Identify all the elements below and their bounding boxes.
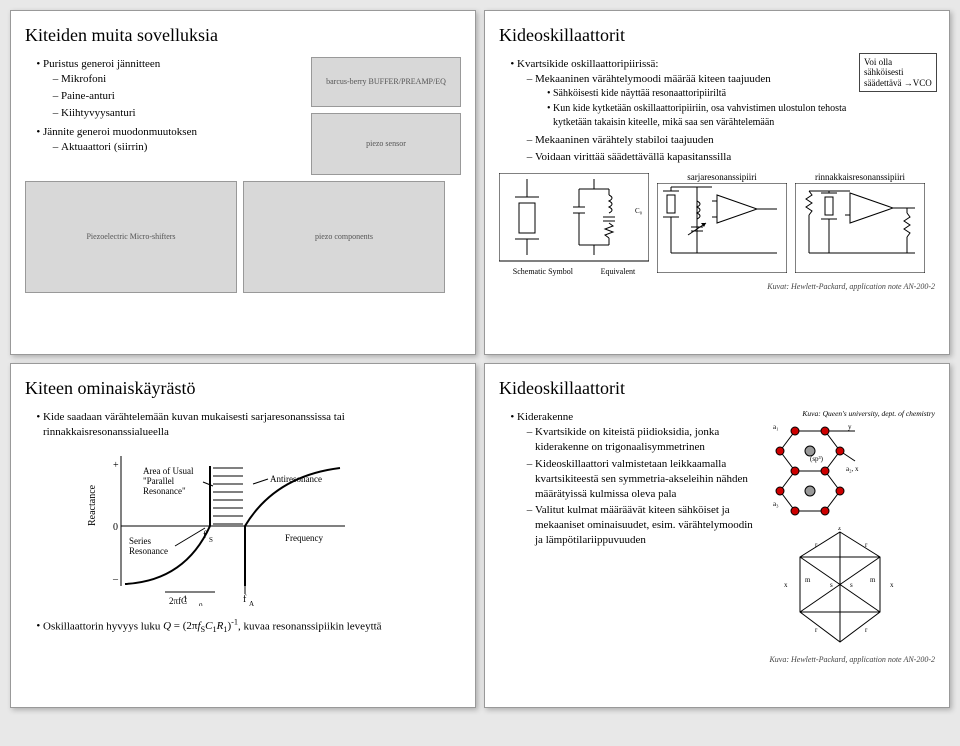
slide-3: Kiteen ominaiskäyrästö Kide saadaan värä…: [10, 363, 476, 708]
slide1-title: Kiteiden muita sovelluksia: [25, 23, 461, 47]
svg-text:r: r: [865, 541, 868, 549]
svg-text:f: f: [243, 594, 247, 605]
s4-b1b: Kideoskillaattori valmistetaan leikkaama…: [535, 457, 760, 502]
svg-text:–: –: [112, 574, 119, 585]
s2-schematic-svg: C₀: [499, 173, 649, 263]
svg-text:Frequency: Frequency: [285, 533, 323, 543]
slide-4: Kideoskillaattorit Kiderakenne Kvartsiki…: [484, 363, 950, 708]
s2-credit: Kuvat: Hewlett-Packard, application note…: [499, 282, 935, 293]
s4-img-credit1: Kuva: Queen's university, dept. of chemi…: [770, 410, 935, 418]
svg-text:(sp³): (sp³): [810, 455, 824, 463]
s1-b1b: Paine-anturi: [61, 89, 301, 104]
svg-text:a₃: a₃: [773, 500, 779, 508]
svg-text:Series: Series: [129, 536, 151, 546]
s3-b2-formula: Q = (2πfSC1R1)-1: [163, 620, 238, 632]
svg-text:0: 0: [113, 522, 118, 533]
s4-b1c: Valitut kulmat määräävät kiteen sähköise…: [535, 503, 760, 548]
svg-text:0: 0: [199, 602, 203, 606]
svg-text:Resonance: Resonance: [129, 546, 168, 556]
s4-credit2: Kuva: Hewlett-Packard, application note …: [499, 655, 935, 666]
slide-1: Kiteiden muita sovelluksia Puristus gene…: [10, 10, 476, 355]
svg-text:r: r: [865, 626, 868, 634]
s2-b1: Kvartsikide oskillaattoripiirissä: Mekaa…: [517, 57, 857, 165]
s1-img-sensor: piezo sensor: [311, 113, 461, 175]
svg-text:a₁: a₁: [773, 423, 779, 431]
s1-b1-text: Puristus generoi jännitteen: [43, 58, 160, 70]
slide4-title: Kideoskillaattorit: [499, 376, 935, 400]
svg-text:"Parallel: "Parallel: [143, 476, 175, 486]
s1-b2a: Aktuaattori (siirrin): [61, 140, 301, 155]
s1-b2: Jännite generoi muodonmuutoksen Aktuaatt…: [43, 125, 301, 155]
s4-b1a: Kvartsikide on kiteistä piidioksidia, jo…: [535, 425, 760, 455]
s3-reactance-chart: Reactance + 0 – A: [85, 446, 365, 606]
s2-circ1-label: sarjaresonanssipiiri: [657, 171, 787, 183]
svg-text:r: r: [815, 626, 818, 634]
svg-text:2πfC: 2πfC: [169, 596, 187, 606]
s4-b1: Kiderakenne Kvartsikide on kiteistä piid…: [517, 410, 760, 548]
s3-b2-pre: Oskillaattorin hyvyys luku: [43, 620, 163, 632]
svg-text:S: S: [209, 536, 213, 544]
svg-text:x: x: [784, 581, 788, 589]
svg-text:Resonance": Resonance": [143, 486, 186, 496]
s1-img-components: piezo components: [243, 181, 445, 293]
s2-b1a: Mekaaninen värähtelymoodi määrää kiteen …: [535, 72, 857, 129]
s4-lattice-svg: a₁ y (sp³) a₂, x a₃: [770, 421, 860, 521]
svg-text:m: m: [805, 576, 811, 584]
svg-text:r: r: [815, 541, 818, 549]
svg-text:a₂, x: a₂, x: [846, 465, 859, 473]
svg-text:z: z: [838, 527, 841, 532]
svg-text:C₀: C₀: [635, 207, 643, 215]
s1-b1c: Kiihtyvyysanturi: [61, 106, 301, 121]
s2-b1a1: Sähköisesti kide näyttää resonaattoripii…: [553, 87, 857, 101]
s1-img-preamp: barcus-berry BUFFER/PREAMP/EQ: [311, 57, 461, 107]
s2-circ2-label: rinnakkaisresonanssipiiri: [795, 171, 925, 183]
s2-note-box: Voi olla sähköisesti säädettävä →VCO: [859, 53, 937, 92]
svg-text:y: y: [848, 423, 852, 431]
s3-b2-post: , kuvaa resonanssipiikin leveyttä: [238, 620, 382, 632]
s4-crystal-svg: z x x r r r r m m s s: [770, 527, 910, 647]
svg-text:Antiresonance: Antiresonance: [270, 474, 322, 484]
s1-b1: Puristus generoi jännitteen Mikrofoni Pa…: [43, 57, 301, 120]
s1-b2-text: Jännite generoi muodonmuutoksen: [43, 126, 197, 138]
slide-2: Kideoskillaattorit Voi olla sähköisesti …: [484, 10, 950, 355]
s2-parallel-circ-svg: [795, 183, 925, 273]
s3-ylabel: Reactance: [87, 484, 98, 526]
svg-text:Area of Usual: Area of Usual: [143, 466, 194, 476]
slides-grid: Kiteiden muita sovelluksia Puristus gene…: [10, 10, 950, 708]
svg-text:x: x: [890, 581, 894, 589]
slide3-title: Kiteen ominaiskäyrästö: [25, 376, 461, 400]
s2-sym-left: Schematic Symbol: [513, 267, 573, 278]
s1-b1a: Mikrofoni: [61, 72, 301, 87]
s1-img-microshifters: Piezoelectric Micro-shifters: [25, 181, 237, 293]
svg-text:s: s: [850, 581, 853, 589]
s3-b2: Oskillaattorin hyvyys luku Q = (2πfSC1R1…: [43, 617, 461, 636]
svg-text:A: A: [249, 600, 254, 606]
s2-b1-text: Kvartsikide oskillaattoripiirissä:: [517, 58, 658, 70]
s3-b1: Kide saadaan värähtelemään kuvan mukaise…: [43, 410, 461, 440]
s4-b1-text: Kiderakenne: [517, 411, 573, 423]
svg-text:m: m: [870, 576, 876, 584]
slide2-title: Kideoskillaattorit: [499, 23, 935, 47]
s2-sym-right: Equivalent: [601, 267, 636, 278]
s2-b1a2: Kun kide kytketään oskillaattoripiiriin,…: [553, 102, 857, 129]
svg-text:+: +: [113, 460, 119, 471]
svg-text:s: s: [830, 581, 833, 589]
s2-b1b: Mekaaninen värähtely stabiloi taajuuden: [535, 133, 857, 148]
s2-b1a-text: Mekaaninen värähtelymoodi määrää kiteen …: [535, 73, 771, 85]
s2-series-circ-svg: [657, 183, 787, 273]
s2-b1c: Voidaan virittää säädettävällä kapasitan…: [535, 150, 857, 165]
